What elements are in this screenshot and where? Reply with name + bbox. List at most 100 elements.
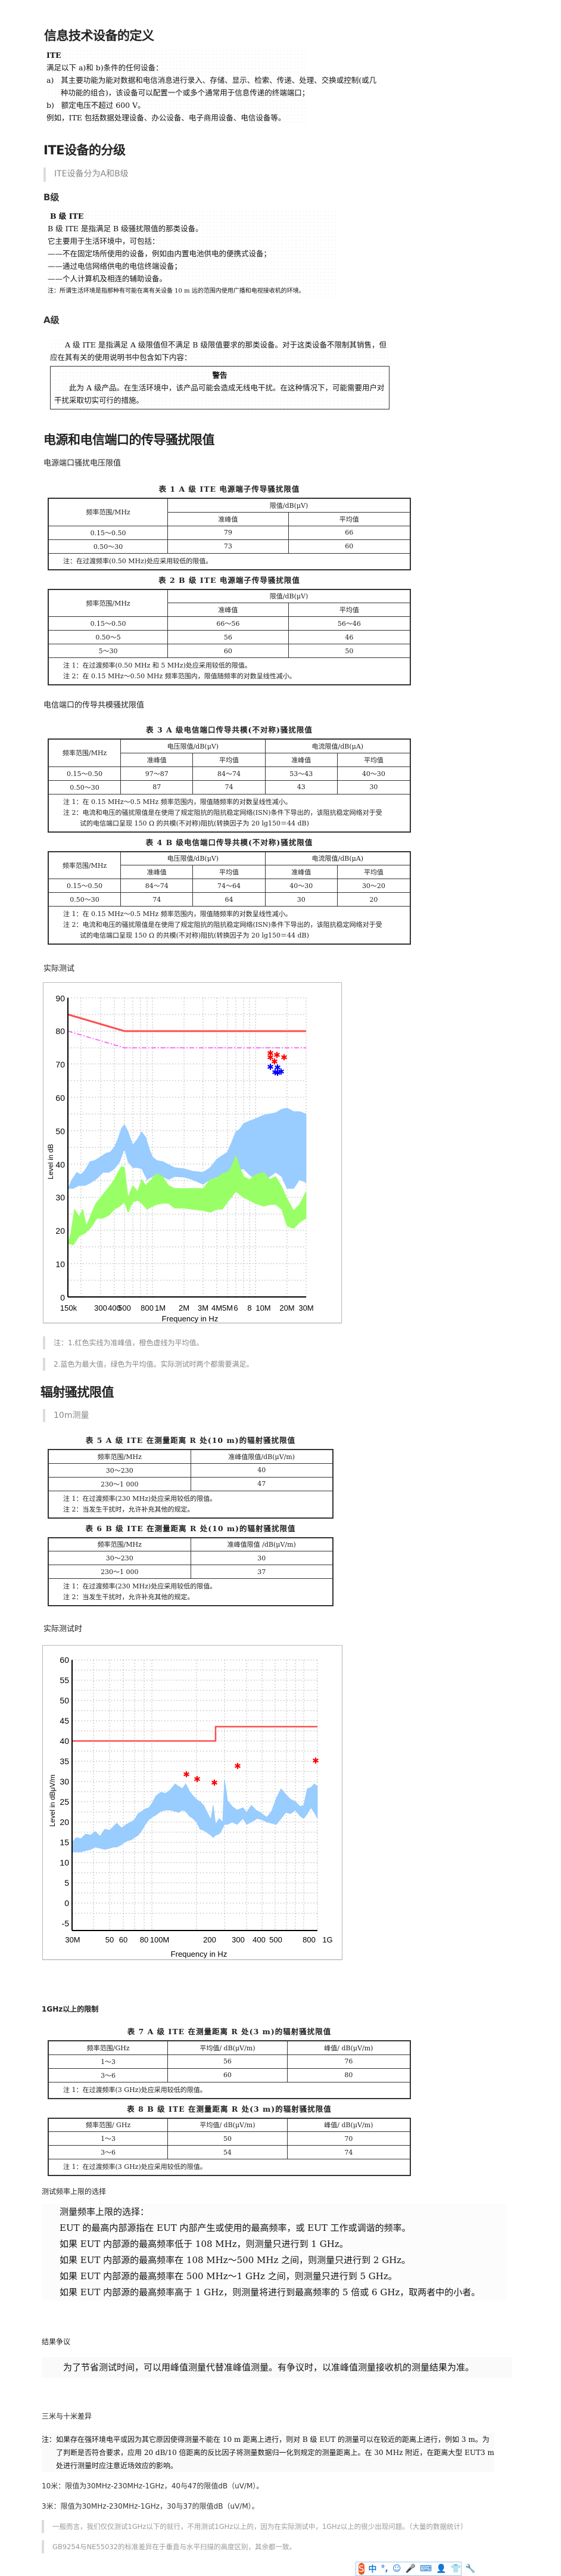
y-axis-label: Level in dB: [46, 1144, 55, 1179]
sogou-logo-icon[interactable]: S: [359, 2563, 364, 2575]
telecom-port-heading: 电信端口的传导共模骚扰限值: [43, 701, 145, 710]
col-header: 平均值: [288, 511, 411, 526]
cell: 47: [190, 1476, 334, 1491]
col-header: 电压限值/dB(μV): [120, 738, 266, 753]
cell: 40: [190, 1463, 334, 1478]
definition-line: b) 额定电压不超过 600 V。: [46, 101, 145, 110]
svg-text:✱: ✱: [183, 1770, 190, 1780]
svg-text:500: 500: [269, 1935, 282, 1944]
class-a-heading: A级: [43, 315, 60, 325]
table-2: 频率范围/MHz 限值/dB(μV) 准峰值 平均值 0.15～0.50 66～…: [48, 588, 411, 685]
cell: 60: [288, 539, 411, 554]
svg-text:1G: 1G: [322, 1935, 332, 1944]
cell: 80: [286, 2068, 411, 2082]
cell: 46: [288, 630, 411, 644]
note-line: 注 2：当发生干扰时，允许补充其他的规定。: [63, 1593, 194, 1601]
cell: 74: [120, 892, 194, 907]
svg-text:✱: ✱: [272, 1068, 279, 1078]
col-header: 平均值/ dB(μV/m): [167, 2040, 288, 2055]
quasi-peak-limit-line: [67, 1013, 306, 1032]
class-b-label: B 级 ITE: [50, 212, 84, 221]
dispute-heading: 结果争议: [42, 2338, 71, 2346]
class-b-line: 它主要用于生活环境中，可包括：: [48, 237, 160, 246]
svg-text:8: 8: [247, 1303, 251, 1312]
table-4-caption: 表 4 B 级电信端口传导共模(不对称)骚扰限值: [145, 837, 313, 847]
limit-line: [72, 1725, 317, 1742]
col-header: 频率范围/MHz: [48, 1449, 191, 1464]
cell: 30: [190, 1551, 334, 1565]
skin-shirt-icon[interactable]: 👕: [450, 2564, 461, 2574]
upper-freq-line: 如果 EUT 内部源的最高频率低于 108 MHz，则测量只进行到 1 GHz。: [60, 2239, 348, 2249]
svg-text:35: 35: [60, 1756, 69, 1766]
note-line: 注 2：电流和电压的骚扰限值是在使用了规定阻抗的阻抗稳定网络(ISN)条件下导出…: [63, 921, 382, 929]
table-5: 频率范围/MHz 准峰值限值/dB(μV/m) 30～230 40 230～1 0…: [48, 1449, 334, 1519]
emoji-icon[interactable]: ☺: [392, 2564, 401, 2574]
section-title-conducted: 电源和电信端口的传导骚扰限值: [43, 433, 215, 447]
svg-text:800: 800: [141, 1303, 154, 1312]
cell: 37: [190, 1565, 334, 1579]
svg-text:10: 10: [60, 1858, 69, 1867]
power-port-heading: 电源端口骚扰电压限值: [43, 459, 121, 468]
ite-label: ITE: [46, 51, 61, 60]
cell: 53～43: [264, 766, 338, 781]
cell: 3～6: [48, 2068, 169, 2082]
col-header: 准峰值限值 /dB(μV/m): [190, 1537, 334, 1551]
col-header: 电流限值/dB(μA): [264, 851, 411, 865]
svg-text:40: 40: [55, 1160, 65, 1169]
svg-text:80: 80: [140, 1935, 148, 1944]
av-markers: ✱✱✱✱✱: [267, 1063, 285, 1078]
table-note: 注：在过渡频率(0.50 MHz)处应采用较低的限值。: [48, 553, 411, 570]
radiated-quote: 10m测量: [43, 1409, 89, 1422]
svg-text:-5: -5: [62, 1919, 70, 1928]
cell: 79: [167, 525, 289, 540]
cell: 84～74: [192, 766, 266, 781]
radiated-actual-test-heading: 实际测试时: [43, 1625, 83, 1634]
cell: 60: [167, 2068, 288, 2082]
table-note: 注 1：在过渡频率(3 GHz)处应采用较低的限值。: [48, 2159, 411, 2176]
cell: 30～230: [48, 1463, 191, 1478]
ime-toolbar[interactable]: S 中 °, ☺ 🎤 ⌨ 👤 👕 🔧: [356, 2562, 475, 2576]
table-7-8-wrap: 表 7 A 级 ITE 在测量距离 R 处(3 m)的辐射骚扰限值 频率范围/G…: [48, 2022, 411, 2176]
warning-text: 此为 A 级产品。在生活环境中，该产品可能会造成无线电干扰。在这种情况下，可能需…: [54, 383, 385, 405]
table-row: 5～30 60 50: [48, 644, 411, 658]
cell: 0.50～30: [48, 539, 169, 554]
svg-text:20: 20: [60, 1817, 69, 1827]
cell: 0.50～30: [48, 892, 121, 907]
dispute-text: 为了节省测试时间，可以用峰值测量代替准峰值测量。有争议时，以准峰值测量接收机的测…: [63, 2362, 475, 2373]
col-header: 准峰值: [167, 511, 289, 526]
svg-text:4M: 4M: [211, 1303, 222, 1312]
conducted-emission-chart: ✱ ✱ ✱ ✱ ✱ ✱ ✱ ✱ ✱ ✱ 90 80 70 60 50 40 30 20 10 0 150k 300 4…: [43, 982, 342, 1323]
svg-text:✱: ✱: [267, 1053, 274, 1063]
note-line: 注 1：在过渡频率(230 MHz)处应采用较低的限值。: [63, 1494, 217, 1503]
user-icon[interactable]: 👤: [436, 2564, 447, 2574]
x-axis-label: Frequency in Hz: [171, 1950, 227, 1959]
svg-text:30: 30: [55, 1193, 65, 1202]
chinese-mode-icon[interactable]: 中: [368, 2565, 377, 2574]
class-b-line: ——不在固定场所使用的设备，例如由内置电池供电的便携式设备；: [48, 249, 272, 258]
svg-text:0: 0: [64, 1898, 69, 1908]
cell: 84～74: [120, 879, 194, 893]
note-line: 注 2：在 0.15 MHz～0.50 MHz 频率范围内，限值随频率的对数呈线…: [63, 672, 296, 680]
table-row: 30～230 30: [48, 1551, 334, 1565]
cell: 74～64: [192, 879, 266, 893]
table-row: 0.15～0.50 66～56 56～46: [48, 616, 411, 631]
section-title-definition: 信息技术设备的定义: [44, 29, 154, 43]
svg-text:300: 300: [232, 1935, 245, 1944]
punctuation-icon[interactable]: °,: [381, 2564, 388, 2574]
cell: 230～1 000: [48, 1476, 191, 1491]
col-header: 峰值/ dB(μV/m): [286, 2118, 411, 2132]
cell: 66: [288, 525, 411, 540]
definition-line: a) 其主要功能为能对数据和电信消息进行录入、存储、显示、检索、传递、处理、交换…: [46, 76, 377, 85]
microphone-icon[interactable]: 🎤: [405, 2564, 416, 2574]
col-header: 准峰值: [120, 752, 194, 767]
svg-text:1M: 1M: [155, 1303, 166, 1312]
cell: 74: [192, 780, 266, 794]
y-axis-ticks: 90 80 70 60 50 40 30 20 10 0: [55, 994, 65, 1302]
col-header: 频率范围/MHz: [48, 498, 169, 526]
svg-text:2M: 2M: [179, 1303, 189, 1312]
svg-text:200: 200: [203, 1935, 216, 1944]
wrench-settings-icon[interactable]: 🔧: [465, 2564, 476, 2574]
keyboard-icon[interactable]: ⌨: [419, 2564, 432, 2574]
svg-text:✱: ✱: [274, 1069, 281, 1078]
